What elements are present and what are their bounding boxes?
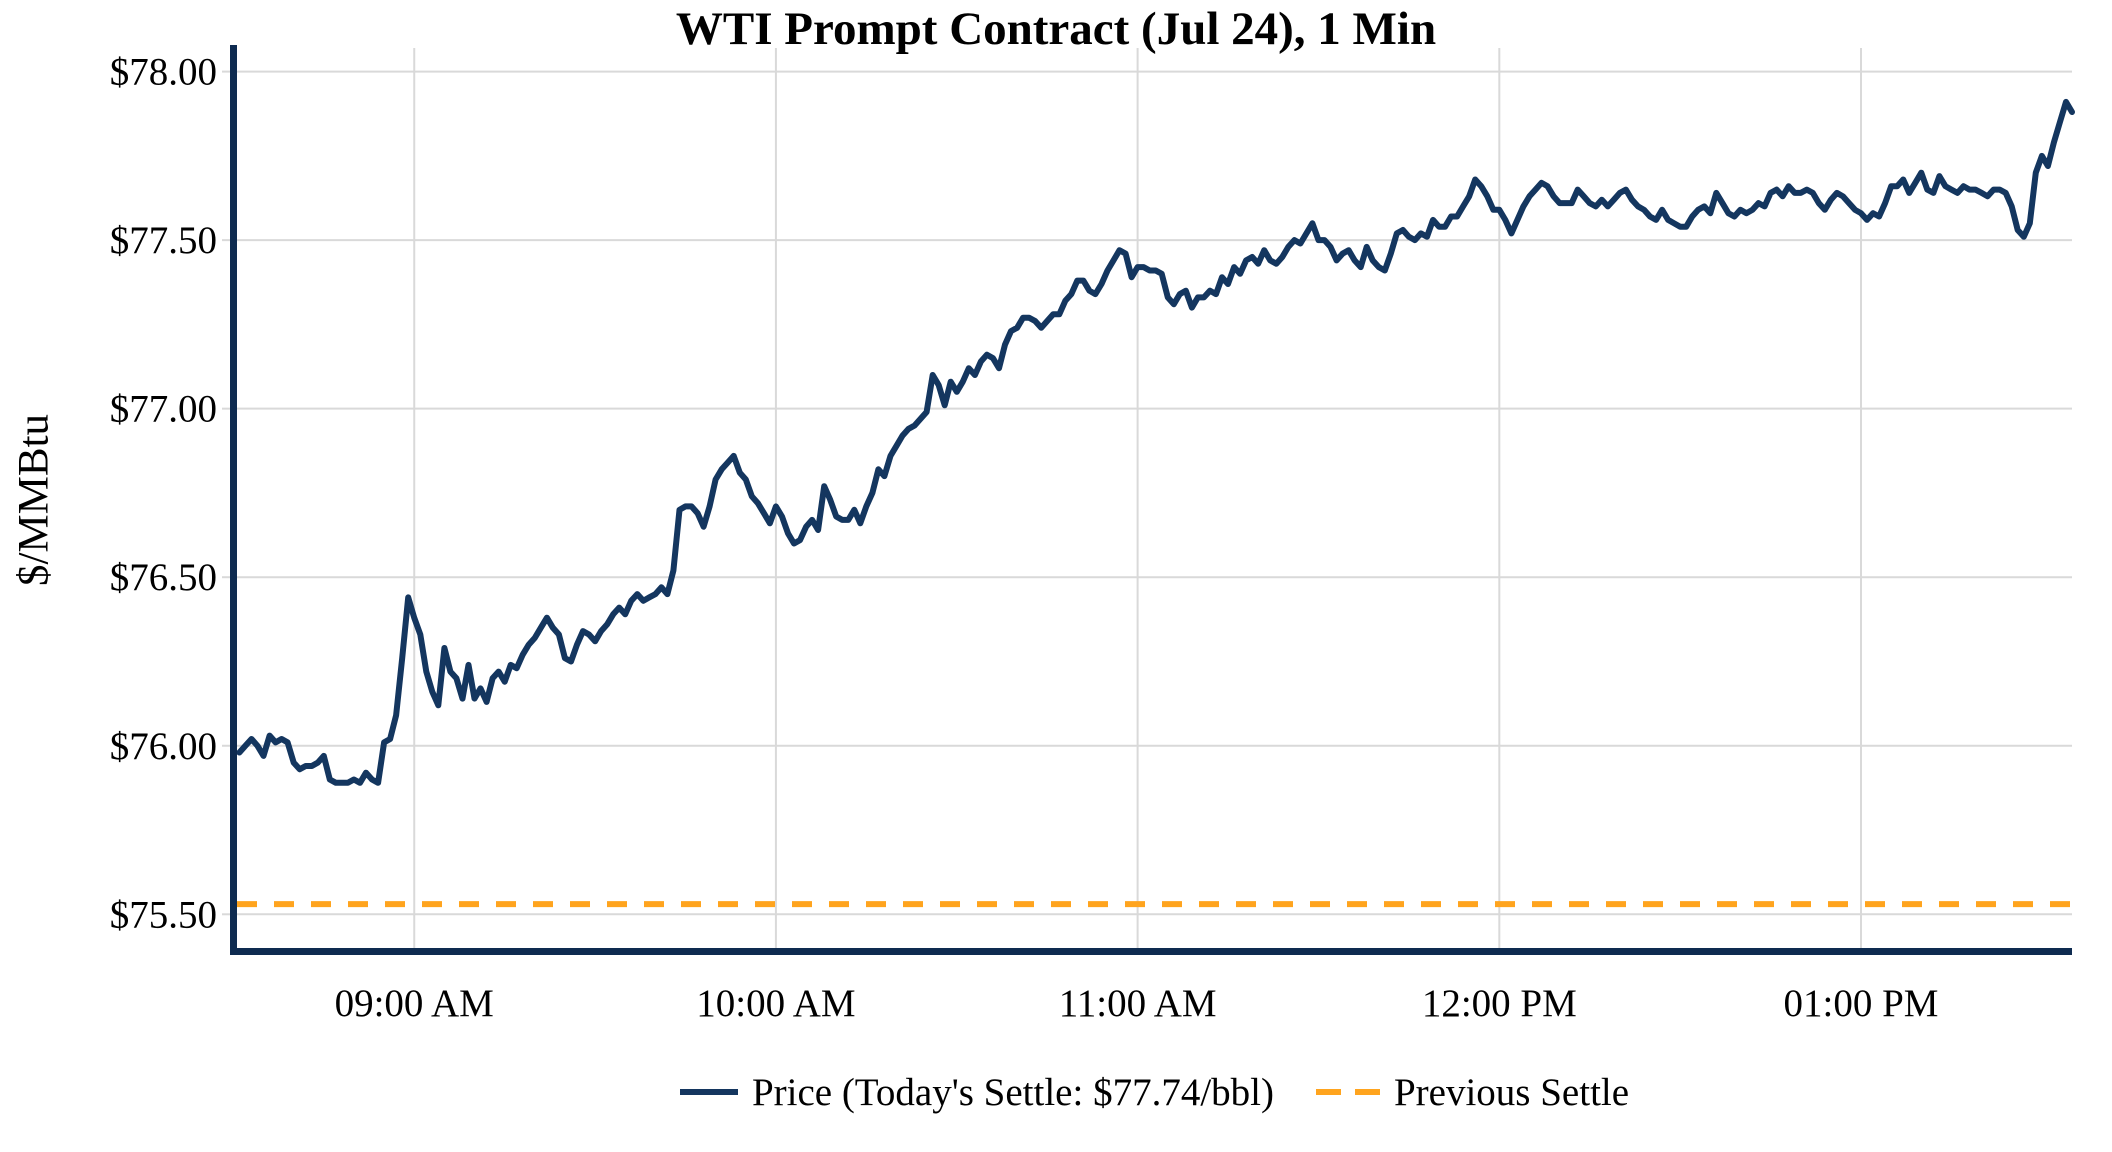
x-tick-label: 10:00 AM <box>696 982 855 1025</box>
legend-item-price: Price (Today's Settle: $77.74/bbl) <box>679 1070 1274 1115</box>
x-tick-label: 01:00 PM <box>1784 982 1939 1025</box>
previous-settle-dash-swatch-icon <box>1315 1089 1380 1095</box>
y-tick-label: $77.50 <box>110 219 217 262</box>
previous-settle-legend-label: Previous Settle <box>1393 1070 1630 1114</box>
y-tick-label: $76.00 <box>110 725 217 768</box>
x-tick-label: 09:00 AM <box>335 982 494 1025</box>
chart-title: WTI Prompt Contract (Jul 24), 1 Min <box>675 3 1437 55</box>
left-axis-spine <box>230 45 237 955</box>
price-legend-label: Price (Today's Settle: $77.74/bbl) <box>751 1070 1274 1114</box>
y-tick-label: $75.50 <box>110 893 217 936</box>
y-tick-label: $78.00 <box>110 51 217 94</box>
y-tick-label: $76.50 <box>110 556 217 599</box>
price-line-swatch <box>679 1089 738 1095</box>
x-tick-label: 12:00 PM <box>1422 982 1577 1025</box>
legend: Price (Today's Settle: $77.74/bbl) Previ… <box>237 1066 2072 1118</box>
legend-item-previous-settle: Previous Settle <box>1315 1070 1630 1115</box>
price-line <box>236 98 2075 786</box>
price-plot-area: $75.50 $76.00 $76.50 $77.00 $77.50 $78.00 09:0… <box>110 45 2075 1025</box>
dash-segment <box>1354 1089 1380 1095</box>
y-tick-label: $77.00 <box>110 388 217 431</box>
bottom-axis-spine <box>230 948 2072 955</box>
x-tick-label: 11:00 AM <box>1059 982 1217 1025</box>
dash-segment <box>1315 1089 1341 1095</box>
